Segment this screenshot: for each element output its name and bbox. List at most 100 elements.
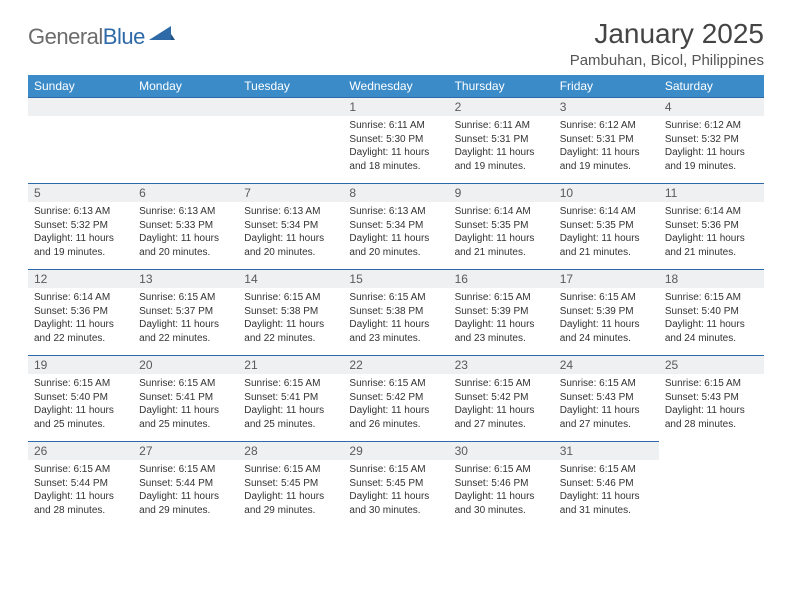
logo-text-general: General — [28, 24, 103, 49]
day-number: 19 — [28, 355, 133, 374]
day-info: Sunrise: 6:15 AMSunset: 5:40 PMDaylight:… — [659, 288, 764, 349]
daylight-line: Daylight: 11 hours and 24 minutes. — [665, 318, 758, 345]
day-info: Sunrise: 6:15 AMSunset: 5:41 PMDaylight:… — [133, 374, 238, 435]
sunrise-line: Sunrise: 6:13 AM — [349, 205, 442, 219]
sunset-line: Sunset: 5:40 PM — [34, 391, 127, 405]
sunset-line: Sunset: 5:44 PM — [139, 477, 232, 491]
day-info: Sunrise: 6:15 AMSunset: 5:38 PMDaylight:… — [343, 288, 448, 349]
calendar-cell: 29Sunrise: 6:15 AMSunset: 5:45 PMDayligh… — [343, 441, 448, 527]
day-info: Sunrise: 6:14 AMSunset: 5:36 PMDaylight:… — [659, 202, 764, 263]
day-header: Saturday — [659, 75, 764, 97]
sunset-line: Sunset: 5:44 PM — [34, 477, 127, 491]
logo: GeneralBlue — [28, 24, 175, 50]
day-number: 1 — [343, 97, 448, 116]
day-number: 20 — [133, 355, 238, 374]
sunrise-line: Sunrise: 6:15 AM — [560, 291, 653, 305]
daylight-line: Daylight: 11 hours and 23 minutes. — [455, 318, 548, 345]
sunrise-line: Sunrise: 6:15 AM — [244, 377, 337, 391]
day-info: Sunrise: 6:15 AMSunset: 5:39 PMDaylight:… — [449, 288, 554, 349]
day-number: 28 — [238, 441, 343, 460]
calendar-cell: 19 Sunrise: 6:15 AMSunset: 5:40 PMDayligh… — [28, 355, 133, 441]
calendar-row: 12Sunrise: 6:14 AMSunset: 5:36 PMDayligh… — [28, 269, 764, 355]
sunset-line: Sunset: 5:35 PM — [455, 219, 548, 233]
sunset-line: Sunset: 5:30 PM — [349, 133, 442, 147]
calendar-cell: 31Sunrise: 6:15 AMSunset: 5:46 PMDayligh… — [554, 441, 659, 527]
daylight-line: Daylight: 11 hours and 22 minutes. — [139, 318, 232, 345]
sunset-line: Sunset: 5:32 PM — [665, 133, 758, 147]
sunset-line: Sunset: 5:34 PM — [244, 219, 337, 233]
sunset-line: Sunset: 5:42 PM — [349, 391, 442, 405]
sunrise-line: Sunrise: 6:12 AM — [665, 119, 758, 133]
day-number: 10 — [554, 183, 659, 202]
daylight-line: Daylight: 11 hours and 21 minutes. — [665, 232, 758, 259]
calendar-cell: 22Sunrise: 6:15 AMSunset: 5:42 PMDayligh… — [343, 355, 448, 441]
day-number: 11 — [659, 183, 764, 202]
day-info: Sunrise: 6:15 AMSunset: 5:43 PMDaylight:… — [554, 374, 659, 435]
daylight-line: Daylight: 11 hours and 22 minutes. — [244, 318, 337, 345]
day-number: 25 — [659, 355, 764, 374]
day-number: 12 — [28, 269, 133, 288]
sunrise-line: Sunrise: 6:15 AM — [349, 463, 442, 477]
calendar-row: 5Sunrise: 6:13 AMSunset: 5:32 PMDaylight… — [28, 183, 764, 269]
sunset-line: Sunset: 5:39 PM — [455, 305, 548, 319]
sunset-line: Sunset: 5:46 PM — [560, 477, 653, 491]
calendar-cell: 24Sunrise: 6:15 AMSunset: 5:43 PMDayligh… — [554, 355, 659, 441]
sunrise-line: Sunrise: 6:11 AM — [349, 119, 442, 133]
day-number: 3 — [554, 97, 659, 116]
day-number — [238, 97, 343, 116]
sunset-line: Sunset: 5:43 PM — [665, 391, 758, 405]
calendar-table: SundayMondayTuesdayWednesdayThursdayFrid… — [28, 75, 764, 527]
day-info: Sunrise: 6:15 AMSunset: 5:42 PMDaylight:… — [449, 374, 554, 435]
calendar-cell: 15Sunrise: 6:15 AMSunset: 5:38 PMDayligh… — [343, 269, 448, 355]
calendar-cell: 23Sunrise: 6:15 AMSunset: 5:42 PMDayligh… — [449, 355, 554, 441]
daylight-line: Daylight: 11 hours and 27 minutes. — [560, 404, 653, 431]
sunset-line: Sunset: 5:46 PM — [455, 477, 548, 491]
daylight-line: Daylight: 11 hours and 19 minutes. — [665, 146, 758, 173]
day-info: Sunrise: 6:11 AMSunset: 5:30 PMDaylight:… — [343, 116, 448, 177]
daylight-line: Daylight: 11 hours and 19 minutes. — [34, 232, 127, 259]
sunset-line: Sunset: 5:41 PM — [244, 391, 337, 405]
sunrise-line: Sunrise: 6:15 AM — [34, 377, 127, 391]
calendar-cell: 13Sunrise: 6:15 AMSunset: 5:37 PMDayligh… — [133, 269, 238, 355]
day-info: Sunrise: 6:14 AMSunset: 5:35 PMDaylight:… — [554, 202, 659, 263]
sunrise-line: Sunrise: 6:14 AM — [665, 205, 758, 219]
calendar-cell: 11Sunrise: 6:14 AMSunset: 5:36 PMDayligh… — [659, 183, 764, 269]
sunset-line: Sunset: 5:38 PM — [244, 305, 337, 319]
day-number: 4 — [659, 97, 764, 116]
day-number: 22 — [343, 355, 448, 374]
day-number: 23 — [449, 355, 554, 374]
day-header: Sunday — [28, 75, 133, 97]
calendar-cell: 2Sunrise: 6:11 AMSunset: 5:31 PMDaylight… — [449, 97, 554, 183]
daylight-line: Daylight: 11 hours and 24 minutes. — [560, 318, 653, 345]
day-info: Sunrise: 6:12 AMSunset: 5:31 PMDaylight:… — [554, 116, 659, 177]
sunrise-line: Sunrise: 6:15 AM — [139, 463, 232, 477]
calendar-cell: 16Sunrise: 6:15 AMSunset: 5:39 PMDayligh… — [449, 269, 554, 355]
sunset-line: Sunset: 5:38 PM — [349, 305, 442, 319]
day-number: 13 — [133, 269, 238, 288]
sunrise-line: Sunrise: 6:13 AM — [34, 205, 127, 219]
sunset-line: Sunset: 5:31 PM — [560, 133, 653, 147]
sunrise-line: Sunrise: 6:15 AM — [665, 377, 758, 391]
sunset-line: Sunset: 5:34 PM — [349, 219, 442, 233]
calendar-row: 1Sunrise: 6:11 AMSunset: 5:30 PMDaylight… — [28, 97, 764, 183]
calendar-cell: 21Sunrise: 6:15 AMSunset: 5:41 PMDayligh… — [238, 355, 343, 441]
calendar-row: 26Sunrise: 6:15 AMSunset: 5:44 PMDayligh… — [28, 441, 764, 527]
sunrise-line: Sunrise: 6:13 AM — [139, 205, 232, 219]
logo-triangle-icon — [149, 24, 175, 47]
daylight-line: Daylight: 11 hours and 25 minutes. — [34, 404, 127, 431]
day-number — [133, 97, 238, 116]
sunrise-line: Sunrise: 6:11 AM — [455, 119, 548, 133]
daylight-line: Daylight: 11 hours and 20 minutes. — [244, 232, 337, 259]
sunrise-line: Sunrise: 6:14 AM — [34, 291, 127, 305]
sunrise-line: Sunrise: 6:15 AM — [455, 377, 548, 391]
day-info: Sunrise: 6:11 AMSunset: 5:31 PMDaylight:… — [449, 116, 554, 177]
calendar-cell: 26Sunrise: 6:15 AMSunset: 5:44 PMDayligh… — [28, 441, 133, 527]
title-block: January 2025 Pambuhan, Bicol, Philippine… — [570, 18, 764, 69]
daylight-line: Daylight: 11 hours and 20 minutes. — [139, 232, 232, 259]
day-number: 9 — [449, 183, 554, 202]
calendar-cell: 7Sunrise: 6:13 AMSunset: 5:34 PMDaylight… — [238, 183, 343, 269]
day-info: Sunrise: 6:15 AMSunset: 5:45 PMDaylight:… — [343, 460, 448, 521]
sunset-line: Sunset: 5:35 PM — [560, 219, 653, 233]
daylight-line: Daylight: 11 hours and 23 minutes. — [349, 318, 442, 345]
day-header: Tuesday — [238, 75, 343, 97]
